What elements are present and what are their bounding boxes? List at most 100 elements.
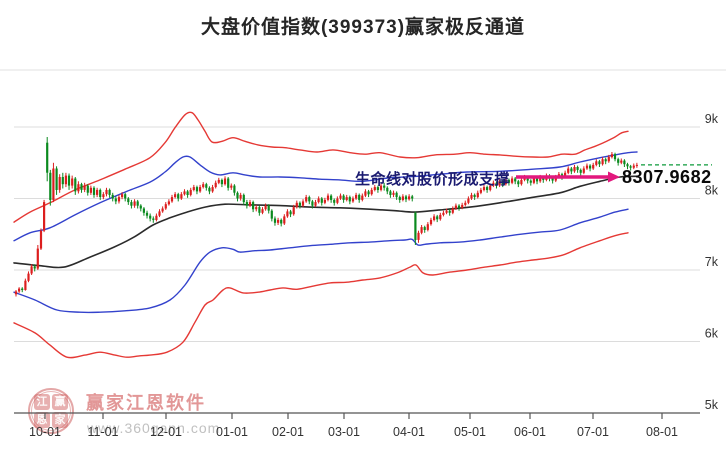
- candle-body: [479, 189, 482, 193]
- candle-body: [358, 194, 361, 200]
- candle-body: [526, 177, 529, 181]
- candle-body: [177, 194, 180, 199]
- candle-body: [498, 181, 501, 186]
- candle-body: [223, 178, 227, 185]
- candle-body: [99, 189, 102, 197]
- candle-body: [55, 168, 58, 190]
- candle-body: [383, 185, 386, 188]
- candle-body: [535, 178, 539, 182]
- candle-body: [585, 165, 589, 169]
- candle-body: [111, 194, 114, 199]
- candle-body: [613, 154, 617, 160]
- candle-body: [576, 167, 579, 170]
- candle-body: [86, 185, 89, 193]
- candle-body: [417, 232, 420, 240]
- candle-body: [629, 166, 632, 168]
- candle-body: [267, 205, 270, 211]
- candle-body: [632, 165, 635, 168]
- candle-body: [607, 157, 610, 162]
- candle-body: [573, 167, 576, 172]
- candle-body: [445, 210, 448, 213]
- candle-body: [61, 177, 64, 185]
- support-annotation-label: 生命线对股价形成支撑: [355, 171, 511, 188]
- candle-body: [623, 160, 626, 165]
- candle-body: [529, 180, 532, 183]
- candle-body: [429, 219, 433, 225]
- candle-body: [64, 175, 67, 185]
- candle-body: [495, 182, 498, 186]
- candle-body: [592, 164, 595, 169]
- candle-body: [289, 211, 292, 215]
- candle-body: [277, 219, 280, 223]
- x-axis-label: 02-01: [272, 425, 304, 439]
- candle-body: [442, 212, 445, 215]
- candle-body: [486, 187, 489, 190]
- candle-body: [454, 205, 457, 209]
- candle-body: [635, 164, 638, 166]
- watermark-seal-logo: 江 赢 恩 家: [28, 388, 74, 434]
- candle-body: [227, 178, 230, 188]
- y-axis-label: 6k: [705, 327, 719, 341]
- candle-body: [311, 201, 314, 206]
- candle-body: [208, 187, 211, 192]
- candle-body: [183, 191, 186, 195]
- candle-body: [364, 191, 367, 196]
- candle-body: [373, 187, 376, 190]
- candle-body: [601, 159, 604, 165]
- candle-body: [211, 187, 214, 192]
- channel-line-lower-inner-blue: [13, 208, 629, 314]
- candle-body: [351, 198, 355, 202]
- candle-body: [305, 197, 308, 202]
- candle-body: [620, 160, 623, 163]
- candle-body: [261, 209, 264, 213]
- candle-body: [398, 197, 401, 200]
- candle-body: [348, 197, 351, 202]
- candle-body: [408, 196, 411, 200]
- lifeline-price-value: 8307.9682: [622, 167, 712, 187]
- candle-body: [186, 191, 189, 195]
- candle-body: [139, 205, 142, 209]
- candle-body: [604, 159, 607, 162]
- channel-line-upper-outer-red: [13, 111, 629, 223]
- candle-body: [133, 201, 136, 206]
- y-axis-label: 8k: [705, 184, 719, 198]
- x-axis-label: 01-01: [216, 425, 248, 439]
- candle-body: [464, 202, 467, 205]
- seal-char: 家: [52, 412, 68, 428]
- candle-body: [476, 192, 479, 198]
- candle-body: [451, 208, 454, 213]
- candle-body: [214, 182, 217, 188]
- candle-body: [117, 197, 121, 202]
- x-axis-label: 04-01: [393, 425, 425, 439]
- candle-body: [461, 204, 464, 208]
- candle-body: [74, 178, 77, 192]
- candle-body: [582, 168, 585, 173]
- y-axis-label: 7k: [705, 255, 719, 269]
- candle-body: [14, 291, 18, 295]
- candle-body: [127, 198, 130, 203]
- candle-body: [252, 202, 255, 210]
- candle-body: [420, 227, 423, 233]
- candle-body: [77, 184, 80, 192]
- y-axis-label: 9k: [705, 112, 719, 126]
- x-axis-label: 12-01: [150, 425, 182, 439]
- candle-body: [158, 211, 161, 216]
- candle-body: [617, 159, 620, 163]
- candle-body: [202, 184, 205, 188]
- candle-body: [30, 266, 33, 274]
- candle-body: [149, 215, 152, 219]
- candle-body: [551, 178, 554, 181]
- candle-body: [457, 205, 461, 208]
- watermark-brand-text: 赢家江恩软件: [86, 393, 206, 413]
- x-axis-label: 05-01: [454, 425, 486, 439]
- candle-body: [180, 194, 183, 199]
- candle-body: [370, 189, 373, 195]
- candle-body: [195, 187, 199, 192]
- candle-body: [579, 169, 582, 173]
- candle-body: [439, 214, 442, 220]
- seal-char: 赢: [52, 394, 68, 410]
- seal-char: 恩: [34, 412, 50, 428]
- watermark-url-text: www.360gann.com: [87, 420, 221, 436]
- candle-body: [27, 273, 30, 281]
- candle-body: [392, 192, 395, 195]
